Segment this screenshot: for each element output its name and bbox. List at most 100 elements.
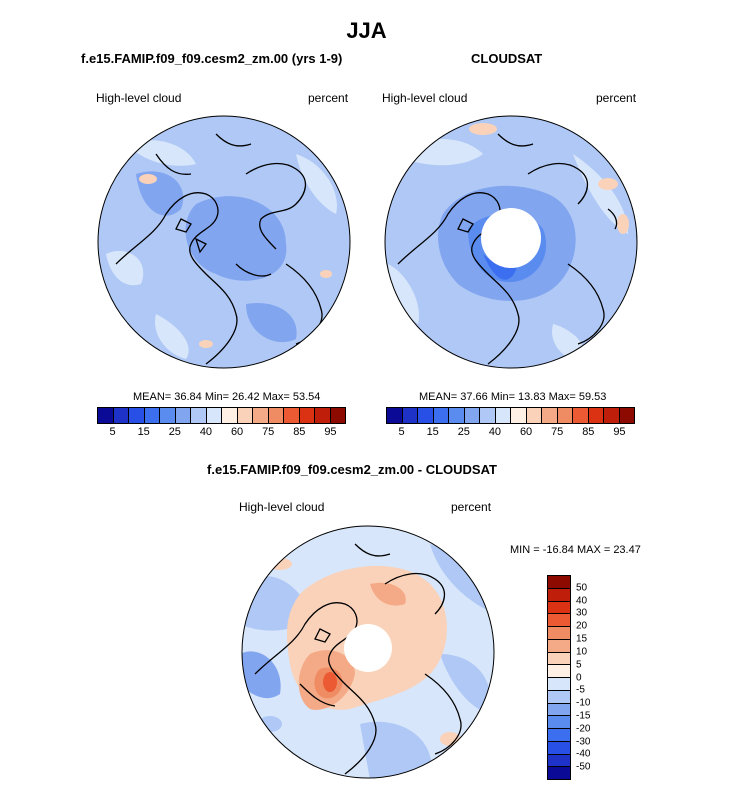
colorbar-swatch — [98, 408, 114, 423]
colorbar-swatch — [548, 729, 570, 742]
colorbar-tick-label: -15 — [576, 710, 591, 722]
colorbar-tick-label: 40 — [199, 426, 213, 438]
colorbar-swatch — [268, 408, 284, 423]
colorbar-swatch — [548, 588, 570, 602]
colorbar-swatch — [433, 408, 449, 423]
colorbar-swatch — [548, 601, 570, 615]
colorbar-swatch — [548, 754, 570, 768]
panel2-title: CLOUDSAT — [471, 51, 543, 66]
colorbar-tick-label: 75 — [551, 426, 564, 438]
panel3-units-label: percent — [451, 500, 492, 514]
colorbar-tick-label: 30 — [576, 607, 588, 619]
panel2-stats: MEAN= 37.66 Min= 13.83 Max= 59.53 — [419, 391, 607, 403]
colorbar-tick-label: 0 — [576, 672, 582, 683]
colorbar-swatch — [548, 639, 570, 653]
colorbar-swatch — [449, 408, 465, 423]
colorbar-swatch — [129, 408, 145, 423]
colorbar-swatch — [548, 767, 570, 779]
panel1-polar-map — [97, 115, 351, 369]
colorbar-tick-label: 25 — [457, 426, 470, 438]
colorbar-swatch — [573, 408, 589, 423]
colorbar-tick-label: 25 — [168, 426, 181, 438]
colorbar-swatch — [548, 678, 570, 691]
colorbar-swatch — [387, 408, 403, 423]
panel1-colorbar-ticks: 5 15 25 40 60 75 85 95 — [97, 426, 346, 440]
panel3-colorbar — [547, 575, 571, 780]
panel1-title: f.e15.FAMIP.f09_f09.cesm2_zm.00 (yrs 1-9… — [81, 51, 343, 66]
colorbar-swatch — [222, 408, 238, 423]
colorbar-tick-label: 50 — [576, 582, 588, 594]
colorbar-tick-label: 5 — [576, 659, 582, 671]
colorbar-swatch — [175, 408, 191, 423]
panel1-units-label: percent — [308, 91, 349, 105]
colorbar-swatch — [588, 408, 604, 423]
colorbar-swatch — [548, 652, 570, 666]
panel2-variable-label: High-level cloud — [382, 91, 468, 105]
colorbar-swatch — [548, 627, 570, 640]
panel3-variable-label: High-level cloud — [239, 500, 325, 514]
colorbar-tick-label: 15 — [576, 633, 588, 645]
colorbar-swatch — [330, 408, 345, 423]
colorbar-swatch — [619, 408, 634, 423]
colorbar-swatch — [253, 408, 269, 423]
colorbar-swatch — [191, 408, 207, 423]
colorbar-swatch — [315, 408, 331, 423]
colorbar-swatch — [113, 408, 129, 423]
panel1-variable-label: High-level cloud — [96, 91, 182, 105]
colorbar-tick-label: 40 — [488, 426, 502, 438]
colorbar-swatch — [464, 408, 480, 423]
colorbar-swatch — [160, 408, 176, 423]
panel1-colorbar — [97, 407, 346, 424]
colorbar-tick-label: -10 — [576, 697, 591, 709]
figure-title: JJA — [346, 18, 387, 43]
colorbar-tick-label: 5 — [398, 426, 405, 438]
colorbar-tick-label: -30 — [576, 736, 591, 748]
colorbar-tick-label: -50 — [576, 761, 591, 773]
panel2-polar-map — [384, 115, 638, 369]
panel1-stats: MEAN= 36.84 Min= 26.42 Max= 53.54 — [133, 391, 321, 403]
colorbar-tick-label: 85 — [293, 426, 306, 438]
colorbar-swatch — [511, 408, 527, 423]
colorbar-tick-label: -5 — [576, 684, 585, 696]
colorbar-tick-label: 95 — [324, 426, 337, 438]
colorbar-tick-label: 20 — [576, 620, 588, 632]
colorbar-swatch — [402, 408, 418, 423]
colorbar-swatch — [548, 716, 570, 729]
panel3-title: f.e15.FAMIP.f09_f09.cesm2_zm.00 - CLOUDS… — [207, 462, 497, 477]
panel3-colorbar-ticks: 50 40 30 20 15 10 5 0 -5 -10 -15 -20 -30 -40 -50 — [576, 575, 616, 780]
colorbar-swatch — [526, 408, 542, 423]
colorbar-tick-label: 10 — [576, 646, 588, 658]
colorbar-tick-label: 15 — [426, 426, 439, 438]
panel2-colorbar-ticks: 5 15 25 40 60 75 85 95 — [386, 426, 635, 440]
colorbar-tick-label: 15 — [137, 426, 150, 438]
colorbar-tick-label: -40 — [576, 748, 591, 760]
colorbar-tick-label: 5 — [109, 426, 116, 438]
panel2-colorbar — [386, 407, 635, 424]
colorbar-swatch — [284, 408, 300, 423]
colorbar-tick-label: 40 — [576, 595, 588, 607]
colorbar-swatch — [548, 576, 570, 589]
colorbar-tick-label: -20 — [576, 723, 591, 735]
colorbar-tick-label: 60 — [230, 426, 244, 438]
colorbar-swatch — [206, 408, 222, 423]
colorbar-swatch — [418, 408, 434, 423]
colorbar-swatch — [542, 408, 558, 423]
colorbar-swatch — [480, 408, 496, 423]
colorbar-swatch — [548, 614, 570, 627]
colorbar-swatch — [548, 665, 570, 678]
colorbar-swatch — [495, 408, 511, 423]
colorbar-swatch — [299, 408, 315, 423]
panel3-stats: MIN = -16.84 MAX = 23.47 — [510, 544, 641, 556]
colorbar-swatch — [548, 741, 570, 755]
colorbar-swatch — [604, 408, 620, 423]
colorbar-tick-label: 95 — [613, 426, 626, 438]
colorbar-swatch — [237, 408, 253, 423]
panel3-polar-map — [241, 525, 495, 779]
panel2-units-label: percent — [596, 91, 637, 105]
colorbar-tick-label: 60 — [519, 426, 533, 438]
colorbar-tick-label: 85 — [582, 426, 595, 438]
colorbar-tick-label: 75 — [262, 426, 275, 438]
colorbar-swatch — [144, 408, 160, 423]
colorbar-swatch — [548, 703, 570, 717]
colorbar-swatch — [548, 690, 570, 704]
